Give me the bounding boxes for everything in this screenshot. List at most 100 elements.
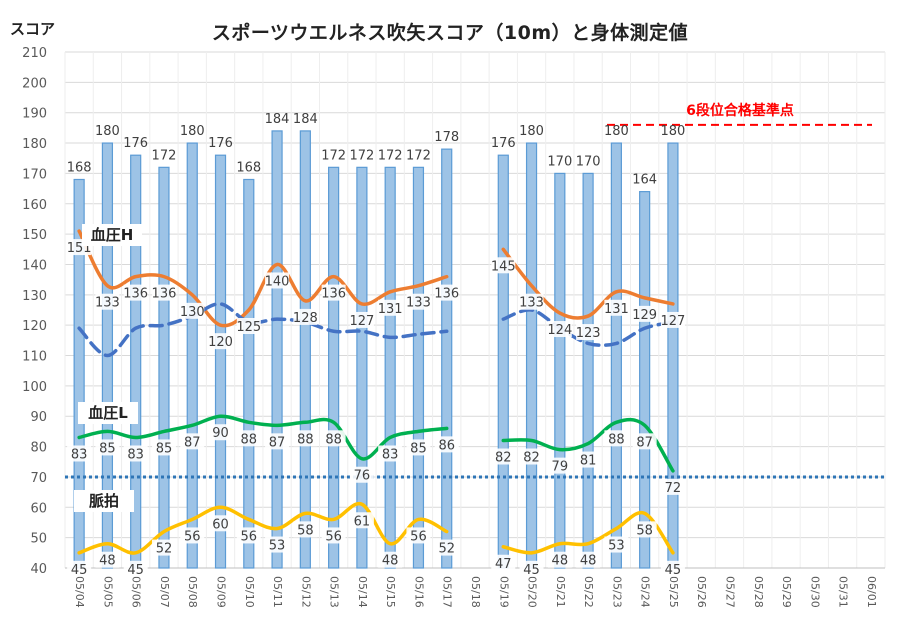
systolic-line	[501, 247, 675, 320]
bar-value-label: 170	[547, 154, 572, 169]
point-label-bg	[236, 527, 261, 544]
x-tick-label: 05/05	[101, 576, 114, 608]
x-tick-label: 05/28	[752, 576, 765, 608]
bar-value-label: 180	[604, 124, 629, 139]
bar-value-label: 172	[349, 148, 374, 163]
point-label-bg	[293, 308, 318, 325]
series-lines	[77, 229, 675, 555]
score-bar	[243, 178, 255, 569]
pulse-value-label: 56	[410, 529, 427, 544]
point-label-bg	[123, 284, 148, 301]
point-label-bg	[236, 318, 261, 334]
y-tick-label: 170	[22, 167, 47, 182]
y-tick-label: 100	[22, 380, 47, 395]
point-label-bg	[406, 527, 431, 544]
score-bar	[384, 166, 396, 569]
x-tick-label: 05/22	[582, 576, 595, 608]
point-label-bg	[491, 554, 516, 571]
systolic-value-label: 129	[632, 308, 657, 323]
bar-value-label: 180	[661, 124, 686, 139]
bar-value-label: 180	[180, 124, 205, 139]
dashed-series-line	[501, 308, 675, 348]
point-label-bg	[208, 333, 233, 350]
diastolic-value-label: 87	[184, 435, 201, 450]
bar-value-label: 180	[519, 124, 544, 139]
x-tick-label: 05/06	[130, 576, 143, 608]
point-label-bg	[434, 436, 459, 453]
diastolic-value-label: 79	[552, 460, 569, 475]
diastolic-value-label: 83	[71, 447, 88, 462]
point-label-bg	[321, 430, 346, 447]
x-tick-label: 05/20	[526, 576, 539, 608]
point-label-bg	[519, 448, 544, 465]
diastolic-value-label: 87	[636, 435, 653, 450]
systolic-value-label: 136	[321, 287, 346, 302]
diastolic-value-label: 81	[580, 454, 597, 469]
diastolic-value-label: 83	[127, 447, 144, 462]
reference-lines: 6段位合格基準点	[65, 102, 885, 479]
systolic-value-label: 145	[491, 259, 516, 274]
systolic-value-label: 136	[123, 287, 148, 302]
score-bar	[412, 166, 425, 569]
systolic-value-label: 131	[604, 302, 629, 317]
x-tick-label: 05/09	[215, 576, 228, 608]
y-tick-label: 120	[22, 319, 47, 334]
point-label-bg	[576, 324, 601, 341]
x-tick-label: 05/04	[73, 576, 86, 608]
y-tick-label: 180	[22, 137, 47, 152]
point-label-bg	[349, 466, 374, 483]
systolic-line	[77, 229, 449, 328]
x-tick-label: 05/13	[328, 576, 341, 608]
bar-value-label: 176	[123, 136, 148, 151]
bar-value-label: 172	[378, 148, 403, 163]
bar-value-label: 184	[265, 112, 290, 127]
y-tick-label: 210	[22, 46, 47, 61]
pulse-value-label: 52	[438, 542, 455, 557]
point-label-bg	[604, 536, 629, 553]
diastolic-value-label: 85	[156, 441, 173, 456]
point-label-bg	[491, 257, 516, 274]
series-name-bg	[78, 402, 138, 424]
pulse-value-label: 48	[382, 554, 399, 569]
point-label-bg	[67, 445, 92, 462]
systolic-value-label: 120	[208, 335, 233, 350]
point-label-bg	[434, 539, 459, 556]
series-name-label: 脈拍	[89, 492, 119, 510]
point-label-bg	[406, 439, 431, 456]
x-tick-label: 05/19	[497, 576, 510, 608]
bar-value-label: 168	[236, 160, 261, 175]
score-bar	[158, 166, 170, 569]
point-label-bg	[236, 430, 261, 447]
diastolic-line	[501, 417, 675, 473]
x-tick-label: 05/12	[299, 576, 312, 608]
diastolic-value-label: 83	[382, 447, 399, 462]
diastolic-value-label: 88	[241, 432, 258, 447]
bar-value-label: 178	[434, 130, 459, 145]
pulse-value-label: 48	[552, 554, 569, 569]
point-label-bg	[208, 424, 233, 441]
point-label-bg	[265, 272, 290, 289]
y-tick-label: 110	[22, 350, 47, 365]
point-label-bg	[123, 560, 148, 577]
systolic-value-label: 123	[576, 326, 601, 341]
point-label-bg	[378, 445, 403, 462]
bar-value-label: 170	[576, 154, 601, 169]
score-bar	[639, 191, 651, 569]
x-tick-label: 05/11	[271, 576, 284, 608]
pulse-value-label: 56	[184, 529, 201, 544]
point-label-bg	[378, 551, 403, 568]
score-bar	[299, 130, 311, 569]
point-label-bg	[349, 311, 374, 328]
point-label-bg	[547, 551, 572, 568]
dashed-series-line	[77, 302, 449, 358]
pulse-value-label: 60	[212, 517, 229, 532]
point-label-bg	[321, 284, 346, 301]
diastolic-value-label: 72	[665, 481, 682, 496]
point-label-bg	[378, 299, 403, 316]
point-label-bg	[547, 457, 572, 474]
bar-value-label: 172	[152, 148, 177, 163]
diastolic-value-label: 90	[212, 426, 229, 441]
score-bar	[525, 142, 538, 569]
